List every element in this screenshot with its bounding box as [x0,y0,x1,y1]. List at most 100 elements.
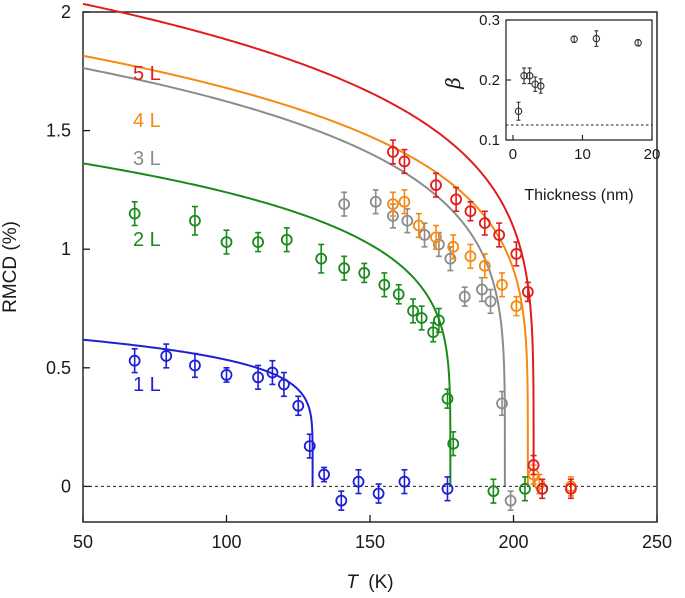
data-point-1l [303,433,316,459]
marker-1l-5 [266,366,279,379]
marker-3l-0 [338,198,351,211]
marker-4l-5 [464,250,477,263]
inset-data-point [525,67,534,85]
marker-2l-8 [378,278,391,291]
data-point-1l [266,359,279,386]
inset-x-tick-label: 20 [644,146,661,163]
marker-1l-3 [220,369,233,381]
marker-1l-10 [335,494,348,507]
inset-marker-6 [592,34,601,43]
data-point-3l [496,390,508,417]
marker-2l-1 [189,214,201,227]
marker-5l-2 [430,179,442,192]
marker-4l-2 [412,219,425,232]
data-point-2l [447,431,460,457]
marker-1l-9 [318,468,330,481]
inset-marker-2 [525,72,534,80]
data-point-3l [369,189,382,215]
marker-3l-9 [484,295,497,308]
marker-2l-0 [128,207,141,220]
inset-data-point [592,30,601,47]
inset-y-tick-label: 0.3 [479,12,500,29]
inset-data-point [570,35,578,43]
data-point-5l [430,172,442,198]
marker-2l-4 [280,233,293,246]
data-point-2l [441,388,454,409]
marker-5l-1 [398,155,411,168]
marker-3l-7 [458,290,471,303]
fit-curve-5l [82,2,535,487]
marker-4l-7 [496,278,508,291]
marker-5l-0 [387,146,399,158]
marker-2l-5 [315,252,328,265]
data-point-5l [521,281,534,303]
data-point-5l [493,222,506,248]
marker-2l-3 [252,236,264,248]
data-point-5l [398,148,411,175]
x-tick-label: 100 [211,532,241,552]
marker-2l-7 [358,267,371,279]
inset-x-tick-label: 10 [574,146,591,163]
marker-4l-6 [478,259,491,272]
data-point-2l [252,231,264,253]
inset-marker-0 [514,107,523,115]
data-point-4l [464,243,477,269]
data-point-1l [335,490,348,511]
marker-2l-11 [415,312,428,324]
inset-marker-4 [537,82,545,90]
data-point-2l [189,205,201,236]
marker-2l-2 [220,236,233,248]
data-point-2l [315,243,328,274]
inset-x-axis-title: Thickness (nm) [524,187,633,204]
x-tick-label: 50 [73,532,93,552]
data-point-4l [496,272,508,298]
series-label-1l: 1 L [133,374,161,396]
inset-data-point [634,39,642,47]
data-point-4l [398,189,411,215]
marker-1l-0 [128,354,141,367]
data-point-2l [220,229,233,255]
inset-marker-5 [570,35,578,43]
y-tick-label: 2 [61,2,71,22]
data-point-2l [280,227,293,253]
inset-y-tick-label: 0.1 [479,132,500,149]
data-point-2l [415,305,428,331]
inset-data-points [514,30,642,121]
data-point-2l [432,307,445,334]
y-tick-label: 1 [61,239,71,259]
marker-1l-12 [372,487,385,500]
data-point-5l [536,478,549,500]
marker-5l-5 [478,217,491,230]
marker-4l-1 [398,195,411,208]
marker-5l-4 [464,205,477,218]
marker-1l-11 [352,475,365,488]
marker-1l-14 [441,482,454,495]
data-point-5l [464,200,477,222]
inset-y-tick-label: 0.2 [479,72,500,89]
x-tick-label: 200 [498,532,528,552]
data-point-2l [128,200,141,227]
marker-2l-15 [447,437,460,450]
series-label-4l: 4 L [133,110,161,132]
data-point-2l [519,476,531,502]
marker-3l-8 [476,283,488,296]
data-point-2l [392,283,405,305]
y-tick-label: 0.5 [46,358,71,378]
data-point-5l [478,210,491,236]
x-axis-variable: T [346,572,359,593]
data-point-5l [387,139,399,165]
series-label-3l: 3 L [133,148,161,170]
data-point-4l [447,234,460,260]
marker-1l-2 [189,359,201,372]
data-point-4l [430,224,442,251]
data-point-2l [487,478,500,504]
x-tick-label: 150 [355,532,385,552]
inset-axes: 0 10 20 0.1 0.2 0.3 [479,12,660,163]
data-point-1l [128,348,141,374]
marker-2l-10 [407,304,419,317]
data-point-5l [565,478,577,500]
data-point-3l [458,286,471,307]
data-point-3l [504,490,517,511]
